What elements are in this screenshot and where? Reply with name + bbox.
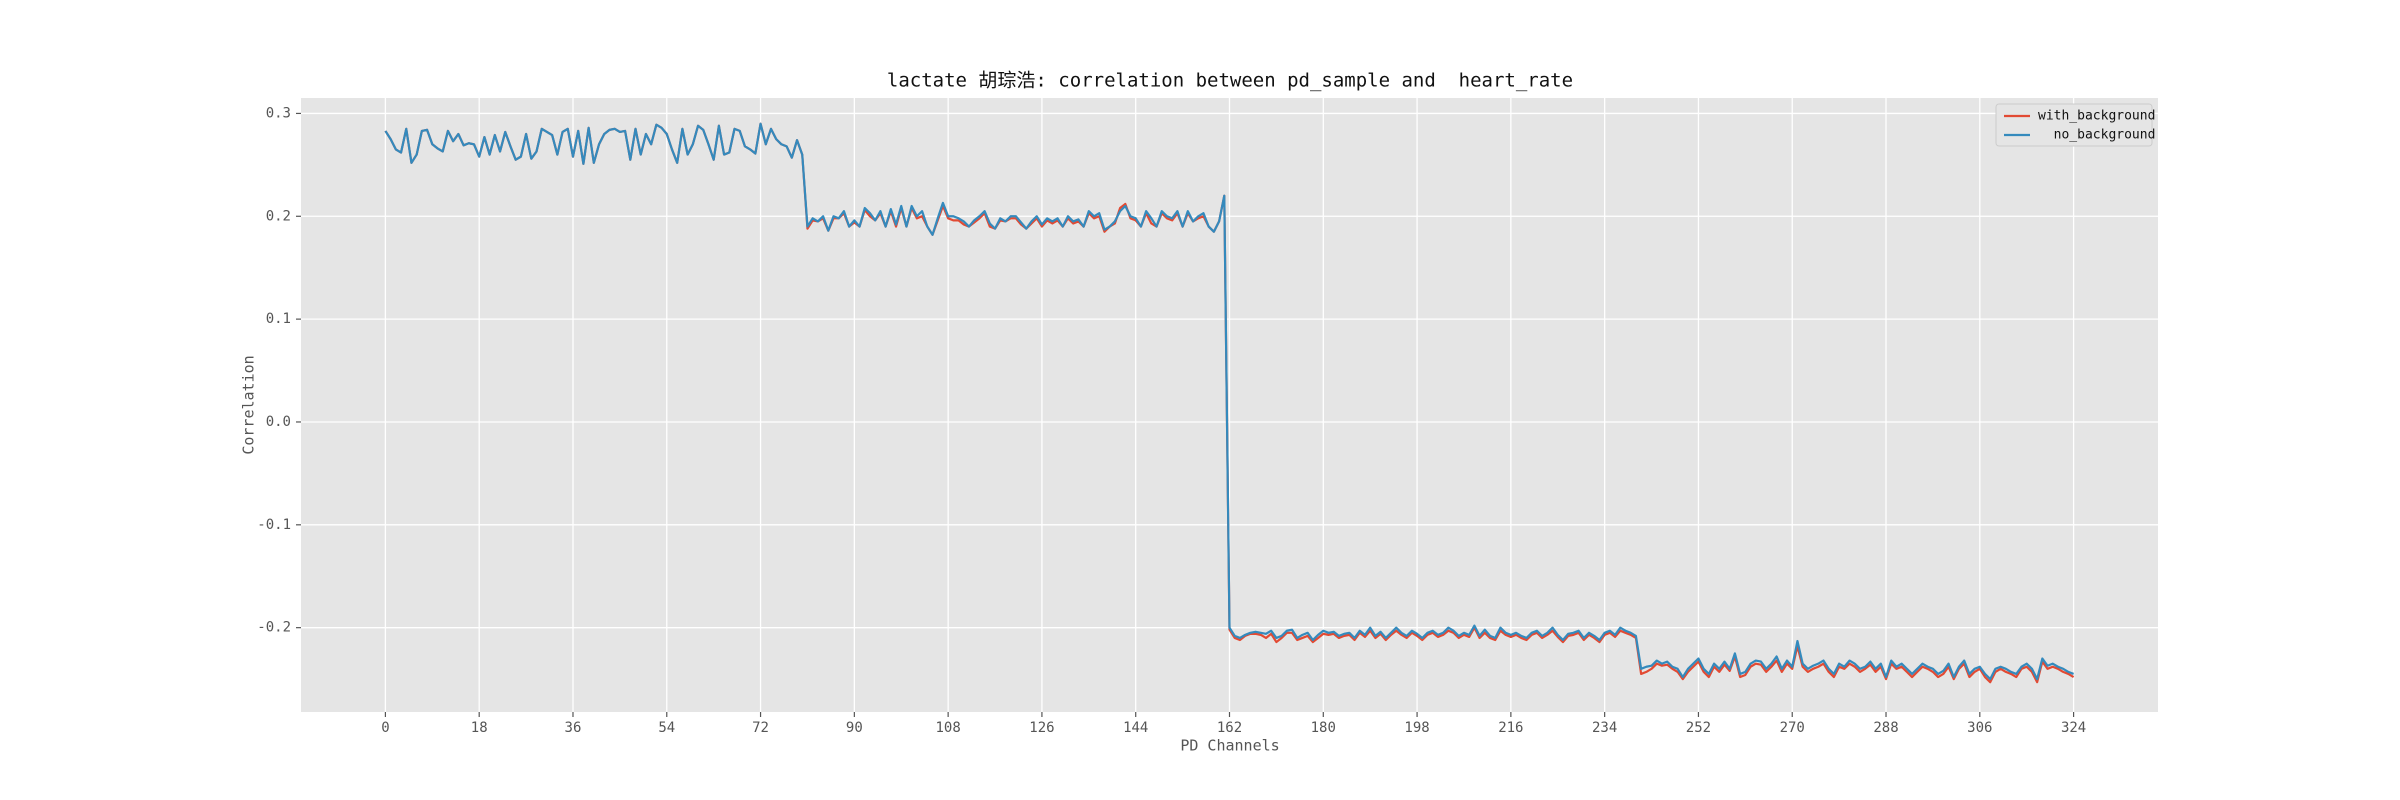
x-tick-label: 306: [1967, 720, 1992, 736]
legend-label: with_background: [2038, 109, 2155, 124]
legend-box: [1995, 103, 2153, 147]
y-tick-label: -0.1: [257, 517, 291, 533]
y-tick-label: 0.1: [266, 311, 291, 327]
x-tick-label: 72: [752, 720, 769, 736]
legend-label: no_background: [2038, 128, 2155, 143]
x-tick-label: 162: [1217, 720, 1242, 736]
x-tick-label: 108: [935, 720, 960, 736]
y-tick-label: 0.2: [266, 208, 291, 224]
y-axis-label: Correlation: [240, 355, 258, 454]
x-tick-label: 180: [1311, 720, 1336, 736]
data-line: [384, 122, 2074, 681]
x-tick-label: 126: [1029, 720, 1054, 736]
chart-title: lactate 胡琮浩: correlation between pd_samp…: [887, 70, 1573, 92]
x-axis-label: PD Channels: [1180, 737, 1279, 755]
x-tick-label: 324: [2061, 720, 2086, 736]
x-tick-label: 0: [381, 720, 389, 736]
y-tick-label: -0.2: [257, 620, 291, 636]
x-tick-label: 288: [1873, 720, 1898, 736]
y-tick-label: 0.3: [266, 105, 291, 121]
x-tick-label: 198: [1404, 720, 1429, 736]
x-tick-label: 270: [1780, 720, 1805, 736]
x-tick-label: 252: [1686, 720, 1711, 736]
x-tick-label: 90: [846, 720, 863, 736]
x-tick-label: 36: [565, 720, 582, 736]
x-tick-label: 54: [658, 720, 675, 736]
x-tick-label: 144: [1123, 720, 1148, 736]
x-tick-label: 216: [1498, 720, 1523, 736]
y-tick-label: 0.0: [266, 414, 291, 430]
x-tick-label: 18: [471, 720, 488, 736]
x-tick-label: 234: [1592, 720, 1617, 736]
